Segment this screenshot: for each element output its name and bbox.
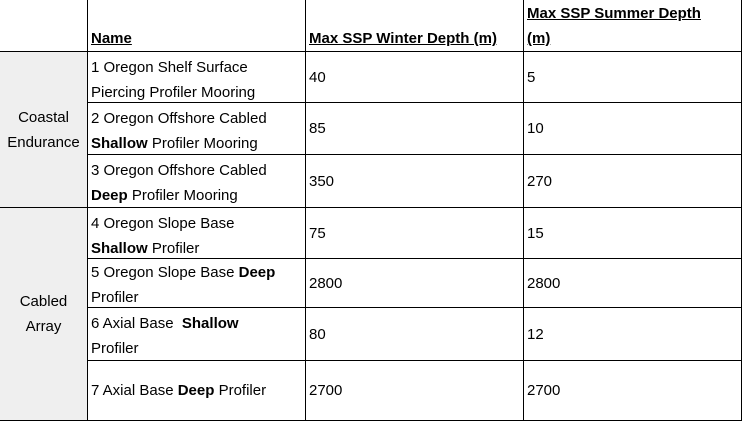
name-start: 6 Axial Base — [91, 315, 182, 332]
name-line-1: 2 Oregon Offshore Cabled — [91, 110, 267, 127]
header-name-label: Name — [91, 30, 132, 47]
name-rest: Profiler Mooring — [147, 135, 258, 152]
winter-value: 2700 — [309, 382, 343, 399]
header-corner — [0, 0, 88, 52]
name-start: 7 Axial Base — [91, 382, 178, 399]
winter-value: 350 — [309, 172, 335, 190]
name-line-2: Shallow Profiler — [91, 236, 303, 258]
winter-value: 40 — [309, 68, 326, 86]
row-3-winter: 350 — [306, 155, 524, 208]
name-line-2: Profiler — [91, 340, 139, 357]
header-name: Name — [88, 0, 306, 52]
group-coastal-endurance: Coastal Endurance — [0, 51, 88, 208]
group-label-2: Endurance — [7, 133, 80, 151]
summer-value: 2800 — [527, 274, 561, 292]
name-line-2: Shallow Profiler Mooring — [91, 131, 303, 154]
row-2-summer: 10 — [524, 103, 742, 155]
row-1-name: 1 Oregon Shelf Surface Piercing Profiler… — [88, 51, 306, 103]
name-line-2: Profiler — [91, 289, 139, 306]
summer-value: 12 — [527, 325, 544, 343]
row-4-winter: 75 — [306, 207, 524, 259]
winter-value: 85 — [309, 120, 326, 137]
group-cabled-array: Cabled Array — [0, 207, 88, 421]
group-label-1: Cabled — [19, 293, 68, 310]
name-rest: Profiler — [147, 240, 200, 257]
row-4-name: 4 Oregon Slope Base Shallow Profiler — [88, 207, 306, 259]
row-6-summer: 12 — [524, 308, 742, 361]
name-start: 5 Oregon Slope Base — [91, 264, 239, 281]
row-2-name: 2 Oregon Offshore Cabled Shallow Profile… — [88, 103, 306, 155]
row-6-winter: 80 — [306, 308, 524, 361]
row-7-summer: 2700 — [524, 361, 742, 421]
winter-value: 75 — [309, 224, 326, 242]
header-summer-label-2: (m) — [527, 30, 551, 47]
row-3-summer: 270 — [524, 155, 742, 208]
row-5-name: 5 Oregon Slope Base Deep Profiler — [88, 259, 306, 308]
name-emphasis: Deep — [238, 264, 276, 281]
name-rest: Profiler — [214, 382, 267, 399]
name-line-1: 3 Oregon Offshore Cabled — [91, 162, 267, 179]
name-line-1: 5 Oregon Slope Base Deep — [91, 260, 303, 285]
row-1-summer: 5 — [524, 51, 742, 103]
name-line-1: 7 Axial Base Deep Profiler — [91, 378, 266, 403]
header-summer-label-1: Max SSP Summer Depth — [527, 5, 701, 22]
row-6-name: 6 Axial Base Shallow Profiler — [88, 308, 306, 361]
group-label-1: Coastal — [18, 108, 69, 126]
name-emphasis: Deep — [177, 382, 215, 399]
row-7-name: 7 Axial Base Deep Profiler — [88, 361, 306, 421]
row-1-winter: 40 — [306, 51, 524, 103]
summer-value: 15 — [527, 224, 544, 242]
winter-value: 80 — [309, 325, 326, 343]
name-line-1: 6 Axial Base Shallow — [91, 311, 303, 336]
header-winter-depth: Max SSP Winter Depth (m) — [306, 0, 524, 52]
name-line-2: Deep Profiler Mooring — [91, 183, 303, 207]
summer-value: 5 — [527, 68, 536, 86]
row-5-winter: 2800 — [306, 259, 524, 308]
summer-value: 2700 — [527, 382, 561, 399]
summer-value: 270 — [527, 172, 553, 190]
group-label-2: Array — [25, 318, 62, 335]
header-winter-label: Max SSP Winter Depth (m) — [309, 30, 497, 47]
name-line-2: Piercing Profiler Mooring — [91, 84, 256, 101]
name-line-1: 4 Oregon Slope Base — [91, 215, 235, 232]
name-rest: Profiler Mooring — [127, 187, 238, 204]
row-2-winter: 85 — [306, 103, 524, 155]
name-emphasis: Shallow — [91, 240, 148, 257]
row-5-summer: 2800 — [524, 259, 742, 308]
name-emphasis: Shallow — [181, 315, 239, 332]
name-line-1: 1 Oregon Shelf Surface — [91, 59, 248, 76]
winter-value: 2800 — [309, 274, 343, 292]
name-emphasis: Deep — [91, 187, 128, 204]
row-3-name: 3 Oregon Offshore Cabled Deep Profiler M… — [88, 155, 306, 208]
row-4-summer: 15 — [524, 207, 742, 259]
header-summer-depth: Max SSP Summer Depth (m) — [524, 0, 742, 52]
name-emphasis: Shallow — [91, 135, 148, 152]
row-7-winter: 2700 — [306, 361, 524, 421]
summer-value: 10 — [527, 120, 544, 137]
